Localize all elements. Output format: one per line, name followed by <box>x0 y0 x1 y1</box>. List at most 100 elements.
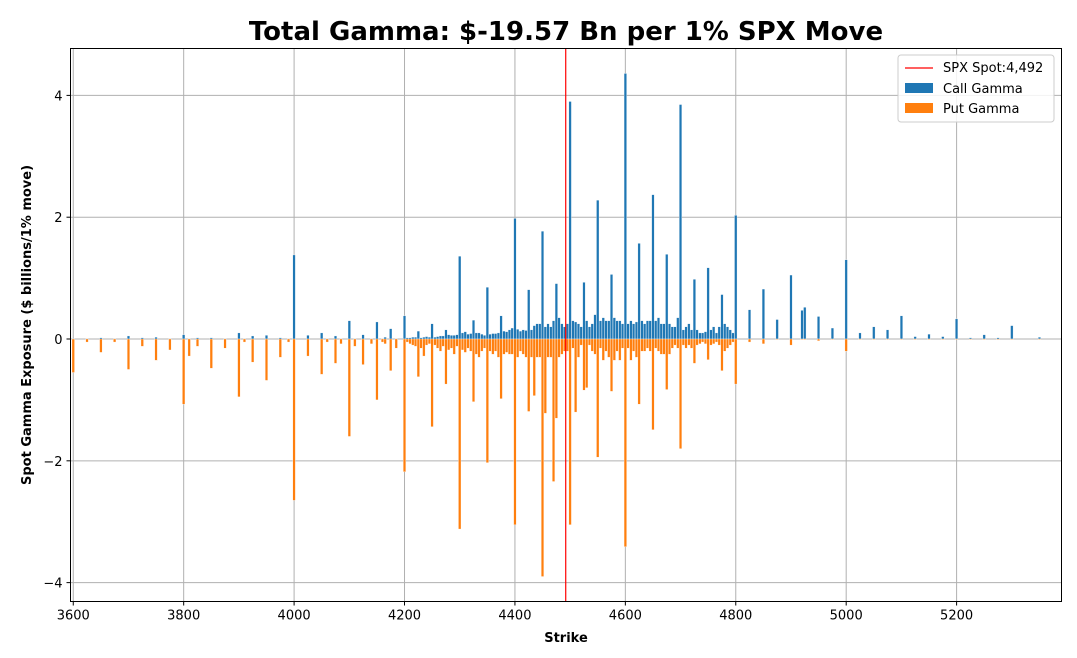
put-gamma-bar <box>858 338 862 340</box>
call-gamma-bar <box>582 282 586 340</box>
put-gamma-bar <box>427 338 431 345</box>
put-gamma-bar <box>278 338 282 358</box>
put-gamma-bar <box>127 338 130 370</box>
put-gamma-bar <box>472 338 475 402</box>
call-gamma-bar <box>513 218 517 340</box>
call-gamma-bar <box>1010 325 1014 340</box>
call-gamma-bar <box>734 215 738 340</box>
call-gamma-bar <box>452 335 456 340</box>
put-gamma-bar <box>761 338 765 345</box>
put-gamma-bar <box>430 338 434 427</box>
call-gamma-bar <box>541 231 544 340</box>
call-gamma-bar <box>723 323 727 340</box>
call-gamma-bar <box>623 73 627 340</box>
put-gamma-bar <box>320 338 324 375</box>
call-gamma-bar <box>599 320 602 340</box>
call-gamma-bar <box>480 333 484 340</box>
put-gamma-bar <box>535 338 539 358</box>
x-tick-label: 5000 <box>830 609 863 624</box>
legend-call-label: Call Gamma <box>943 82 1023 97</box>
put-gamma-bar <box>748 338 751 343</box>
put-gamma-bar <box>480 338 484 352</box>
call-gamma-bar <box>494 333 498 340</box>
put-gamma-bar <box>425 338 429 346</box>
call-gamma-bar <box>543 326 547 340</box>
put-gamma-bar <box>502 338 506 355</box>
put-gamma-bar <box>701 338 705 343</box>
put-gamma-bar <box>524 338 528 358</box>
put-gamma-bar <box>369 338 373 345</box>
call-gamma-bar <box>422 337 426 340</box>
call-gamma-bar <box>507 329 511 340</box>
call-gamma-bar <box>657 317 660 340</box>
put-gamma-bar <box>731 338 735 343</box>
call-gamma-bar <box>800 310 804 340</box>
call-gamma-bar <box>568 101 572 340</box>
put-gamma-bar <box>830 338 834 340</box>
call-gamma-bar <box>154 337 158 340</box>
put-gamma-bar <box>601 338 605 361</box>
call-gamma-bar <box>237 332 241 340</box>
put-gamma-bar <box>491 338 495 355</box>
put-gamma-bar <box>698 338 702 345</box>
legend-box <box>897 54 1055 123</box>
put-gamma-bar <box>494 338 498 352</box>
x-tick-label: 4400 <box>498 609 531 624</box>
put-gamma-bar <box>521 338 525 355</box>
put-gamma-bar <box>543 338 547 414</box>
legend-put-label: Put Gamma <box>943 102 1019 117</box>
call-gamma-bar <box>615 320 619 340</box>
put-gamma-bar <box>927 338 931 340</box>
x-tick-label: 4800 <box>719 609 752 624</box>
call-gamma-bar <box>499 315 503 340</box>
call-gamma-bar <box>491 333 495 340</box>
call-gamma-bar <box>927 333 931 340</box>
call-gamma-bar <box>670 326 674 340</box>
put-gamma-bar <box>706 338 710 360</box>
call-gamma-bar <box>692 279 696 340</box>
call-gamma-bar <box>334 335 337 340</box>
call-gamma-bar <box>554 283 558 340</box>
call-gamma-bar <box>590 323 594 340</box>
legend-put-swatch <box>905 103 933 113</box>
put-gamma-bar <box>596 338 600 458</box>
put-gamma-bar <box>433 338 437 346</box>
put-gamma-bar <box>571 338 575 349</box>
call-gamma-bar <box>483 335 486 340</box>
put-gamma-bar <box>455 338 459 347</box>
put-gamma-bar <box>560 338 564 355</box>
put-gamma-bar <box>237 338 241 398</box>
put-gamma-bar <box>646 338 649 349</box>
put-gamma-bar <box>242 338 246 343</box>
call-gamma-bar <box>643 323 647 340</box>
put-gamma-bar <box>187 338 191 357</box>
call-gamma-bar <box>982 334 986 340</box>
put-gamma-bar <box>538 338 542 358</box>
put-gamma-bar <box>552 338 555 482</box>
call-gamma-bar <box>405 337 409 340</box>
put-gamma-bar <box>474 338 478 355</box>
put-gamma-bar <box>588 338 591 346</box>
put-gamma-bar <box>154 338 158 361</box>
call-gamma-bar <box>505 331 509 340</box>
plot-frame <box>70 48 1062 602</box>
call-gamma-bar <box>955 318 959 340</box>
call-gamma-bar <box>430 323 434 340</box>
put-gamma-bar <box>182 338 186 405</box>
call-gamma-bar <box>427 337 431 340</box>
call-gamma-bar <box>748 309 751 340</box>
call-gamma-bar <box>621 323 625 340</box>
call-gamma-bar <box>618 320 622 340</box>
call-gamma-bar <box>690 329 694 340</box>
put-gamma-bar <box>554 338 558 419</box>
put-gamma-bar <box>577 338 580 358</box>
put-gamma-bar <box>361 338 365 365</box>
put-gamma-bar <box>676 338 680 349</box>
call-gamma-bar <box>458 256 462 340</box>
call-gamma-bar <box>665 254 669 340</box>
call-gamma-bar <box>433 337 437 340</box>
put-gamma-bar <box>334 338 337 364</box>
call-gamma-bar <box>436 336 440 340</box>
put-gamma-bar <box>507 338 511 355</box>
